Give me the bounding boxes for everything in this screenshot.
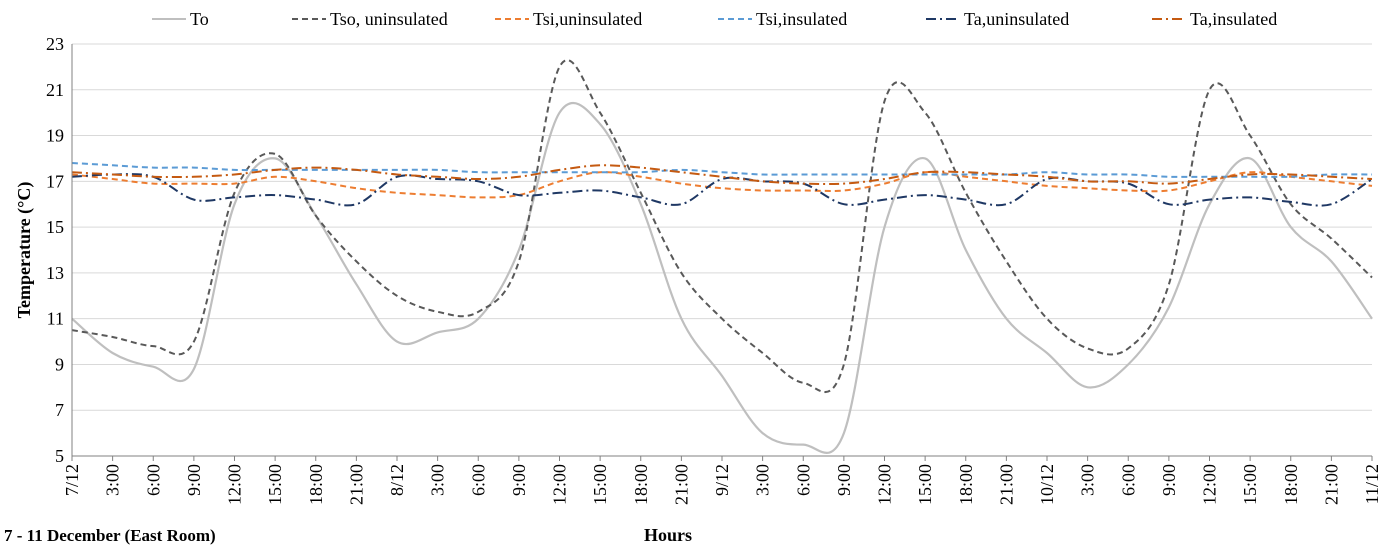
y-axis-title: Temperature (°C) — [14, 182, 35, 319]
y-tick-label: 13 — [46, 263, 64, 283]
y-tick-label: 19 — [46, 126, 64, 146]
legend-label: Ta,insulated — [1190, 9, 1277, 29]
y-axis-ticks: 5 7 9 11 13 15 17 19 21 23 — [46, 34, 64, 466]
x-tick-label: 12:00 — [875, 464, 895, 505]
series-line-4 — [71, 173, 1373, 207]
y-tick-label: 5 — [55, 446, 64, 466]
x-tick-label: 9:00 — [834, 464, 854, 496]
x-tick-label: 9:00 — [184, 464, 204, 496]
chart-caption: 7 - 11 December (East Room) — [4, 526, 216, 545]
series-line-0 — [71, 101, 1373, 454]
y-tick-label: 21 — [46, 80, 64, 100]
x-tick-label: 15:00 — [590, 464, 610, 505]
legend-label: Tsi,insulated — [756, 9, 847, 29]
series-line-2 — [71, 170, 1373, 199]
x-tick-label: 18:00 — [956, 464, 976, 505]
x-tick-label: 8/12 — [387, 464, 407, 496]
x-tick-label: 3:00 — [428, 464, 448, 496]
x-tick-label: 11/12 — [1362, 464, 1381, 504]
x-tick-label: 12:00 — [1200, 464, 1220, 505]
series-line-5 — [71, 164, 1373, 186]
legend-label: Ta,uninsulated — [964, 9, 1069, 29]
y-tick-label: 9 — [55, 354, 64, 374]
x-tick-label: 9:00 — [1159, 464, 1179, 496]
x-tick-label: 12:00 — [550, 464, 570, 505]
x-tick-label: 21:00 — [346, 464, 366, 505]
axes — [71, 44, 1372, 457]
x-tick-label: 21:00 — [996, 464, 1016, 505]
x-tick-label: 15:00 — [915, 464, 935, 505]
gridlines — [72, 43, 1372, 457]
x-tick-label: 15:00 — [1240, 464, 1260, 505]
legend: To Tso, uninsulated Tsi,uninsulated Tsi,ins… — [152, 9, 1277, 29]
x-tick-label: 3:00 — [1078, 464, 1098, 496]
x-tick-label: 3:00 — [753, 464, 773, 496]
x-axis-ticks: 7/12 3:00 6:00 9:00 12:00 15:00 18:00 21:00 8/12… — [62, 456, 1381, 505]
series-line-1 — [71, 59, 1373, 393]
x-tick-label: 21:00 — [1321, 464, 1341, 505]
x-tick-label: 6:00 — [468, 464, 488, 496]
x-tick-label: 7/12 — [62, 464, 82, 496]
y-tick-label: 23 — [46, 34, 64, 54]
x-tick-label: 18:00 — [1281, 464, 1301, 505]
x-tick-label: 9/12 — [712, 464, 732, 496]
x-tick-label: 6:00 — [143, 464, 163, 496]
x-tick-label: 12:00 — [225, 464, 245, 505]
x-tick-label: 15:00 — [265, 464, 285, 505]
y-tick-label: 7 — [55, 400, 64, 420]
x-tick-label: 18:00 — [306, 464, 326, 505]
x-tick-label: 3:00 — [103, 464, 123, 496]
x-tick-label: 6:00 — [793, 464, 813, 496]
x-tick-label: 21:00 — [671, 464, 691, 505]
x-tick-label: 6:00 — [1118, 464, 1138, 496]
legend-label: Tsi,uninsulated — [533, 9, 642, 29]
x-tick-label: 10/12 — [1037, 464, 1057, 505]
y-tick-label: 17 — [46, 171, 64, 191]
series-lines — [71, 59, 1373, 454]
legend-label: To — [190, 9, 209, 29]
x-tick-label: 9:00 — [509, 464, 529, 496]
x-tick-label: 18:00 — [631, 464, 651, 505]
x-axis-title: Hours — [644, 525, 692, 545]
y-tick-label: 15 — [46, 217, 64, 237]
y-tick-label: 11 — [47, 309, 64, 329]
legend-label: Tso, uninsulated — [330, 9, 448, 29]
